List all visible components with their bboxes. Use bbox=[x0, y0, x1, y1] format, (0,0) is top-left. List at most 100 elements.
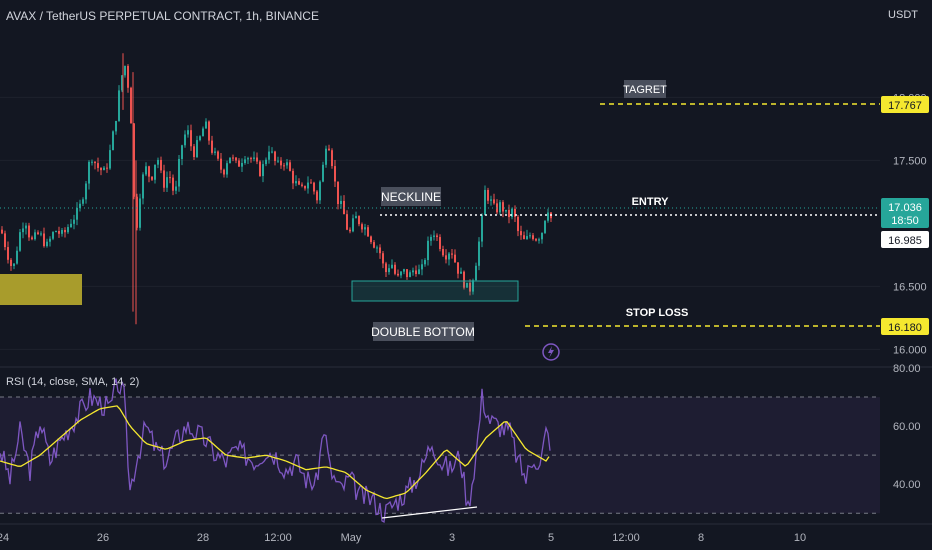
candle-body bbox=[109, 150, 111, 169]
candle-body bbox=[64, 230, 66, 233]
candle-body bbox=[334, 166, 336, 182]
stop-loss-annotation[interactable]: STOP LOSS bbox=[626, 307, 689, 319]
candle-body bbox=[538, 239, 540, 241]
candle-body bbox=[145, 166, 147, 175]
time-tick-label: 12:00 bbox=[264, 532, 292, 544]
candle-body bbox=[400, 271, 402, 276]
candle-body bbox=[313, 182, 315, 192]
candle-body bbox=[379, 247, 381, 254]
candle-body bbox=[370, 236, 372, 243]
symbol-title[interactable]: AVAX / TetherUS PERPETUAL CONTRACT, 1h, … bbox=[6, 9, 319, 23]
candle-body bbox=[328, 148, 330, 151]
candle-body bbox=[475, 265, 477, 281]
candle-body bbox=[97, 163, 99, 168]
candle-body bbox=[499, 202, 501, 213]
rsi-tick-label: 80.00 bbox=[893, 363, 921, 375]
candle-body bbox=[289, 162, 291, 171]
candle-body bbox=[466, 282, 468, 288]
candle-body bbox=[112, 131, 114, 151]
candle-body bbox=[532, 235, 534, 240]
candle-body bbox=[220, 158, 222, 170]
candle-body bbox=[82, 199, 84, 204]
candle-body bbox=[505, 209, 507, 212]
candle-body bbox=[439, 237, 441, 249]
candle-body bbox=[244, 159, 246, 163]
candle-body bbox=[91, 161, 93, 163]
time-tick-label: 10 bbox=[794, 532, 806, 544]
candle-body bbox=[58, 231, 60, 234]
candle-body bbox=[412, 270, 414, 273]
time-tick-label: 24 bbox=[0, 532, 9, 544]
candle-body bbox=[274, 151, 276, 161]
candle-body bbox=[361, 224, 363, 230]
candle-body bbox=[304, 185, 306, 189]
candle-body bbox=[265, 159, 267, 165]
rsi-title[interactable]: RSI (14, close, SMA, 14, 2) bbox=[6, 376, 140, 388]
candle-body bbox=[10, 259, 12, 266]
time-tick-label: 3 bbox=[449, 532, 455, 544]
candle-body bbox=[301, 184, 303, 186]
time-tick-label: 8 bbox=[698, 532, 704, 544]
candle-body bbox=[175, 186, 177, 191]
candle-body bbox=[445, 255, 447, 260]
candle-body bbox=[55, 231, 57, 233]
candle-body bbox=[124, 65, 126, 76]
candle-body bbox=[517, 216, 519, 232]
entry-annotation[interactable]: ENTRY bbox=[632, 196, 670, 208]
current-price-value: 17.036 bbox=[888, 202, 922, 214]
rsi-axis[interactable]: 80.00 60.00 40.00 bbox=[893, 363, 921, 491]
time-tick-label: 5 bbox=[548, 532, 554, 544]
candle-body bbox=[397, 273, 399, 276]
candle-body bbox=[67, 227, 69, 233]
neckline-annotation-label: NECKLINE bbox=[381, 190, 441, 204]
candle-body bbox=[253, 157, 255, 159]
candle-body bbox=[94, 161, 96, 164]
candle-body bbox=[358, 216, 360, 225]
candle-body bbox=[283, 165, 285, 167]
candle-body bbox=[454, 254, 456, 263]
candle-body bbox=[181, 145, 183, 159]
candle-body bbox=[79, 203, 81, 208]
target-annotation[interactable]: TAGRET bbox=[623, 80, 667, 98]
candle-body bbox=[442, 248, 444, 256]
neckline-annotation[interactable]: NECKLINE bbox=[381, 187, 441, 206]
candle-body bbox=[472, 280, 474, 292]
price-grid bbox=[0, 96, 880, 350]
candle-body bbox=[511, 208, 513, 218]
candle-body bbox=[277, 160, 279, 162]
candle-body bbox=[541, 232, 543, 240]
candle-body bbox=[406, 269, 408, 278]
rsi-tick-label: 40.00 bbox=[893, 479, 921, 491]
price-tick-label: 16.500 bbox=[893, 281, 927, 293]
target-price-badge: 17.767 bbox=[881, 96, 929, 113]
candle-body bbox=[25, 225, 27, 229]
candle-body bbox=[544, 220, 546, 233]
candle-body bbox=[232, 157, 234, 159]
candle-body bbox=[148, 166, 150, 177]
candle-body bbox=[121, 75, 123, 91]
target-price-value: 17.767 bbox=[888, 100, 922, 112]
candle-body bbox=[262, 164, 264, 177]
candle-body bbox=[238, 160, 240, 167]
candle-body bbox=[88, 161, 90, 184]
candle-body bbox=[409, 272, 411, 278]
candle-body bbox=[139, 198, 141, 228]
time-axis[interactable]: 24 26 28 12:00 May 3 5 12:00 8 10 bbox=[0, 532, 806, 544]
candle-body bbox=[373, 242, 375, 248]
candle-body bbox=[1, 229, 3, 234]
time-tick-label: 28 bbox=[197, 532, 209, 544]
double-bottom-zone bbox=[351, 280, 519, 302]
double-bottom-annotation[interactable]: DOUBLE BOTTOM bbox=[371, 322, 475, 341]
candle-body bbox=[496, 203, 498, 213]
candle-body bbox=[229, 157, 231, 164]
candle-body bbox=[325, 148, 327, 165]
candle-body bbox=[214, 151, 216, 153]
rsi-ma-line bbox=[0, 405, 550, 500]
lightning-icon[interactable] bbox=[542, 343, 560, 361]
candle-body bbox=[319, 181, 321, 201]
candle-body bbox=[481, 215, 483, 242]
candle-body bbox=[295, 181, 297, 184]
target-annotation-label: TAGRET bbox=[623, 84, 667, 96]
candle-body bbox=[76, 207, 78, 220]
